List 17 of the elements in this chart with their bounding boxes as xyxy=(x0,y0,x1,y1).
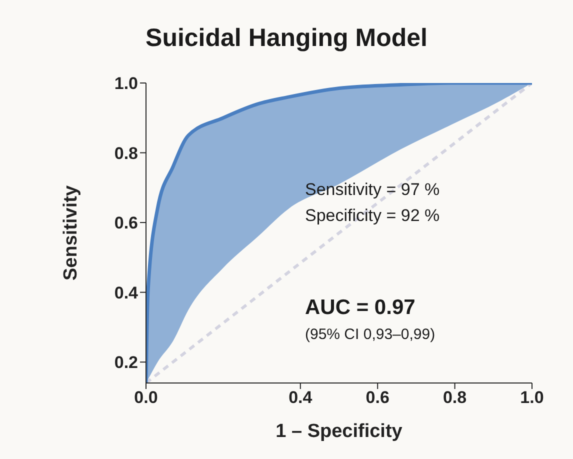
x-tick-label: 1.0 xyxy=(520,388,544,408)
y-tick-label: 0.6 xyxy=(114,214,138,233)
annotation: Sensitivity = 97 % xyxy=(305,180,440,200)
y-tick-label: 0.4 xyxy=(114,283,139,302)
y-tick-label: 0.8 xyxy=(114,144,138,163)
chart-title: Suicidal Hanging Model xyxy=(144,24,428,53)
x-tick-label: 0.6 xyxy=(366,388,390,408)
x-axis-title: 1 – Specificity xyxy=(276,421,403,442)
y-tick-label: 1.0 xyxy=(114,74,138,94)
annotation: (95% CI 0,93–0,99) xyxy=(305,326,436,343)
x-tick-label: 0.0 xyxy=(134,388,158,408)
y-axis-title: Sensitivity xyxy=(60,185,82,281)
annotation: Specificity = 92 % xyxy=(305,206,440,226)
x-tick-label: 0.8 xyxy=(442,388,467,408)
y-tick-label: 0.2 xyxy=(114,353,138,372)
x-tick-label: 0.4 xyxy=(288,388,313,408)
annotation: AUC = 0.97 xyxy=(305,296,416,320)
